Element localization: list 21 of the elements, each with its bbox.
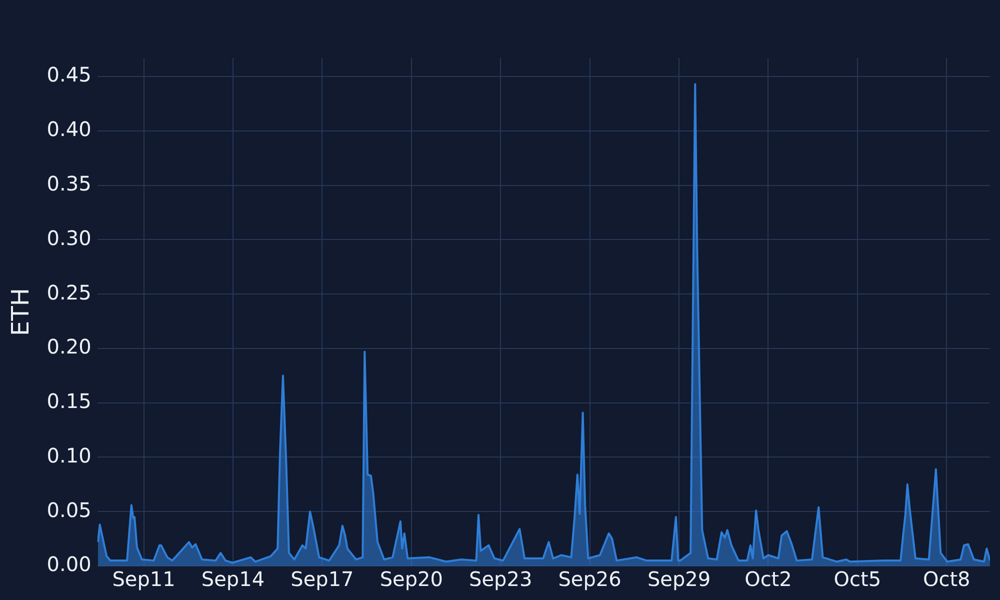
y-tick-label: 0.15 — [46, 389, 92, 414]
x-tick-label: Sep20 — [380, 567, 443, 592]
y-tick-label: 0.05 — [46, 498, 92, 522]
y-tick-label: 0.20 — [46, 334, 92, 359]
x-tick-label: Sep17 — [290, 567, 354, 592]
y-tick-label: 0.30 — [46, 226, 92, 250]
x-tick-label: Oct8 — [922, 567, 970, 592]
x-tick-label: Sep11 — [112, 567, 176, 592]
x-tick-label: Sep29 — [647, 567, 711, 592]
y-tick-label: 0.35 — [46, 171, 92, 196]
y-tick-label: 0.45 — [46, 62, 92, 87]
x-tick-label: Sep26 — [558, 567, 622, 592]
y-tick-label: 0.40 — [46, 117, 92, 142]
y-tick-label: 0.10 — [46, 443, 92, 468]
y-tick-label: 0.25 — [46, 280, 92, 304]
y-axis-title: ETH — [6, 288, 35, 336]
x-tick-label: Sep14 — [201, 567, 265, 592]
x-tick-label: Sep23 — [469, 567, 532, 592]
x-tick-label: Oct2 — [744, 567, 792, 592]
y-tick-label: 0.00 — [46, 552, 92, 576]
x-tick-label: Oct5 — [834, 567, 882, 592]
